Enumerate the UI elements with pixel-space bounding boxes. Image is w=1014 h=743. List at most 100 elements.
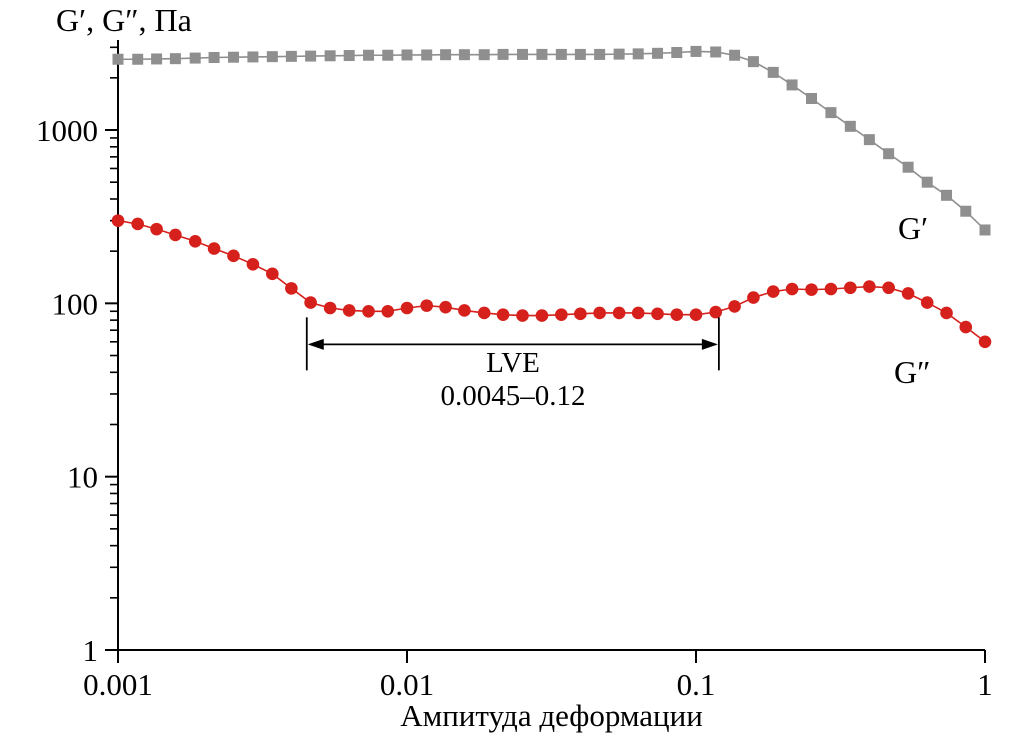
- marker-gprime: [497, 48, 509, 60]
- marker-gprime: [729, 49, 741, 61]
- marker-gprime: [632, 48, 644, 60]
- marker-gdoubleprime: [266, 267, 279, 281]
- marker-gprime: [440, 49, 452, 61]
- marker-gprime: [574, 48, 586, 60]
- marker-gdoubleprime: [535, 309, 549, 322]
- marker-gdoubleprime: [670, 308, 684, 321]
- marker-gprime: [169, 53, 181, 65]
- marker-gdoubleprime: [959, 320, 973, 334]
- marker-gdoubleprime: [285, 282, 298, 295]
- marker-gprime: [458, 49, 470, 61]
- marker-gprime: [266, 51, 278, 63]
- marker-gdoubleprime: [651, 307, 664, 321]
- series-label-gdoubleprime: G″: [894, 354, 931, 390]
- marker-gprime: [285, 50, 297, 62]
- marker-gdoubleprime: [169, 228, 182, 242]
- marker-gdoubleprime: [863, 280, 876, 293]
- marker-gprime: [883, 148, 895, 160]
- x-tick-label: 0.01: [380, 667, 434, 702]
- marker-gdoubleprime: [882, 281, 895, 295]
- marker-gdoubleprime: [400, 301, 414, 315]
- marker-gprime: [825, 107, 837, 119]
- series-line-gdoubleprime: [117, 219, 986, 343]
- marker-gdoubleprime: [439, 300, 452, 314]
- marker-gprime: [844, 120, 856, 132]
- marker-gprime: [382, 49, 394, 61]
- marker-gprime: [652, 47, 664, 59]
- marker-gprime: [478, 49, 490, 61]
- marker-gdoubleprime: [824, 282, 838, 296]
- marker-gdoubleprime: [188, 234, 202, 248]
- marker-gprime: [536, 48, 548, 60]
- lve-arrowhead-right: [701, 338, 718, 350]
- marker-gprime: [767, 66, 779, 78]
- marker-gdoubleprime: [111, 214, 125, 227]
- marker-gdoubleprime: [246, 257, 260, 271]
- marker-gdoubleprime: [978, 335, 992, 349]
- marker-gprime: [806, 92, 818, 104]
- marker-gdoubleprime: [477, 306, 491, 320]
- marker-gdoubleprime: [612, 306, 626, 320]
- marker-gprime: [401, 49, 413, 61]
- marker-gdoubleprime: [844, 281, 857, 295]
- marker-gprime: [902, 161, 914, 173]
- y-tick-label: 1: [83, 633, 99, 668]
- marker-gprime: [228, 51, 240, 63]
- marker-gdoubleprime: [766, 285, 780, 298]
- marker-gdoubleprime: [516, 309, 529, 322]
- marker-gprime: [863, 134, 875, 146]
- marker-gprime: [132, 53, 144, 65]
- y-tick-label: 1000: [36, 113, 98, 148]
- marker-gdoubleprime: [574, 307, 587, 321]
- marker-gdoubleprime: [496, 308, 510, 321]
- marker-gprime: [112, 53, 124, 65]
- marker-gdoubleprime: [747, 291, 760, 304]
- marker-gprime: [979, 224, 991, 236]
- lve-label: LVE: [486, 347, 540, 379]
- marker-gprime: [517, 48, 529, 60]
- marker-gdoubleprime: [920, 296, 934, 309]
- marker-gprime: [690, 45, 702, 57]
- marker-gdoubleprime: [342, 304, 356, 317]
- marker-gdoubleprime: [458, 304, 471, 317]
- marker-gprime: [555, 48, 567, 60]
- marker-gprime: [363, 49, 375, 61]
- marker-gdoubleprime: [131, 217, 145, 231]
- marker-gdoubleprime: [593, 306, 606, 320]
- lve-arrowhead-left: [307, 338, 324, 350]
- marker-gprime: [324, 50, 336, 62]
- lve-range-label: 0.0045–0.12: [440, 380, 586, 412]
- series-line-gprime: [118, 50, 986, 231]
- marker-gprime: [189, 52, 201, 64]
- marker-gprime: [941, 189, 953, 201]
- marker-gprime: [343, 50, 355, 62]
- marker-gdoubleprime: [381, 304, 395, 318]
- series-label-gprime: G′: [898, 210, 929, 246]
- marker-gprime: [960, 205, 972, 217]
- marker-gdoubleprime: [805, 283, 818, 296]
- marker-gdoubleprime: [304, 296, 317, 309]
- marker-gdoubleprime: [207, 242, 221, 255]
- y-axis-title: G′, G″, Па: [56, 2, 192, 38]
- marker-gprime: [421, 49, 433, 61]
- x-tick-label: 0.1: [677, 667, 716, 702]
- marker-gprime: [710, 46, 722, 58]
- y-tick-label: 100: [52, 286, 99, 321]
- marker-gdoubleprime: [362, 304, 375, 318]
- marker-gdoubleprime: [728, 300, 741, 313]
- x-tick-label: 1: [977, 667, 993, 702]
- marker-gprime: [921, 176, 933, 188]
- marker-gdoubleprime: [785, 282, 799, 296]
- marker-gprime: [305, 50, 317, 62]
- marker-gprime: [594, 48, 606, 60]
- marker-gprime: [671, 47, 683, 59]
- marker-gdoubleprime: [689, 308, 703, 321]
- marker-gprime: [747, 56, 759, 68]
- marker-gprime: [247, 51, 259, 63]
- marker-gdoubleprime: [227, 249, 240, 263]
- marker-gdoubleprime: [323, 301, 337, 315]
- x-tick-label: 0.001: [83, 667, 153, 702]
- marker-gprime: [208, 52, 220, 64]
